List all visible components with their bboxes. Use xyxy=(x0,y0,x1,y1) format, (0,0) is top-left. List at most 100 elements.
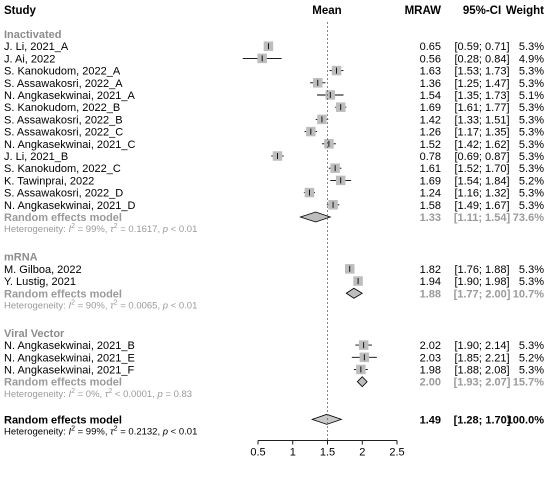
study-label: N. Angkasekwinai, 2021_D xyxy=(4,200,136,212)
weight-value: 5.3% xyxy=(519,264,544,276)
ci-value: [1.93; 2.07] xyxy=(454,377,511,389)
mraw-value: 1.88 xyxy=(420,288,441,300)
weight-value: 5.3% xyxy=(519,114,544,126)
header-study: Study xyxy=(4,5,37,17)
weight-value: 5.3% xyxy=(519,200,544,212)
ci-value: [1.77; 2.00] xyxy=(454,288,511,300)
mraw-value: 1.24 xyxy=(420,188,441,200)
weight-value: 5.3% xyxy=(519,102,544,114)
study-label: N. Angkasekwinai, 2021_B xyxy=(4,340,135,352)
mraw-value: 1.49 xyxy=(420,414,441,426)
weight-value: 5.3% xyxy=(519,41,544,53)
subgroup-heterogeneity: Heterogeneity: I2 = 0%, τ2 < 0.0001, p =… xyxy=(4,388,192,400)
overall-model-label: Random effects model xyxy=(4,414,122,426)
mraw-value: 1.61 xyxy=(420,163,441,175)
ci-value: [1.42; 1.62] xyxy=(454,139,509,151)
mraw-value: 1.69 xyxy=(420,175,441,187)
weight-value: 5.1% xyxy=(519,90,544,102)
weight-value: 100.0% xyxy=(507,414,545,426)
weight-value: 5.2% xyxy=(519,175,544,187)
subgroup-heterogeneity: Heterogeneity: I2 = 99%, τ2 = 0.1617, p … xyxy=(4,223,197,235)
ci-value: [1.88; 2.08] xyxy=(454,365,509,377)
mraw-value: 1.94 xyxy=(420,276,441,288)
subgroup-heterogeneity: Heterogeneity: I2 = 90%, τ2 = 0.0065, p … xyxy=(4,299,197,311)
ci-value: [1.90; 1.98] xyxy=(454,276,509,288)
study-label: K. Tawinprai, 2022 xyxy=(4,175,94,187)
mraw-value: 2.00 xyxy=(420,377,441,389)
study-label: J. Li, 2021_A xyxy=(4,41,69,53)
mraw-value: 0.78 xyxy=(420,151,441,163)
header-ci: 95%-CI xyxy=(463,5,501,17)
ci-value: [1.76; 1.88] xyxy=(454,264,509,276)
mraw-value: 1.58 xyxy=(420,200,441,212)
weight-value: 5.3% xyxy=(519,151,544,163)
mraw-value: 2.02 xyxy=(420,340,441,352)
subgroup-diamond xyxy=(356,376,368,388)
study-label: S. Kanokudom, 2022_A xyxy=(4,66,121,78)
study-label: S. Kanokudom, 2022_B xyxy=(4,102,120,114)
weight-value: 5.2% xyxy=(519,352,544,364)
ci-value: [1.54; 1.84] xyxy=(454,175,509,187)
ci-value: [0.59; 0.71] xyxy=(454,41,509,53)
overall-diamond xyxy=(310,413,343,425)
mraw-value: 1.98 xyxy=(420,365,441,377)
study-label: S. Kanokudom, 2022_C xyxy=(4,163,121,175)
study-label: Y. Lustig, 2021 xyxy=(4,276,76,288)
weight-value: 10.7% xyxy=(513,288,544,300)
ci-value: [1.61; 1.77] xyxy=(454,102,509,114)
ci-value: [1.17; 1.35] xyxy=(454,127,509,139)
study-label: S. Assawakosri, 2022_C xyxy=(4,127,123,139)
header-weight: Weight xyxy=(506,5,544,17)
ci-value: [1.28; 1.70] xyxy=(454,414,511,426)
ci-value: [1.53; 1.73] xyxy=(454,66,509,78)
ci-value: [1.11; 1.54] xyxy=(454,212,511,224)
weight-value: 5.3% xyxy=(519,365,544,377)
ci-value: [1.52; 1.70] xyxy=(454,163,509,175)
study-label: N. Angkasekwinai, 2021_A xyxy=(4,90,136,102)
study-label: N. Angkasekwinai, 2021_E xyxy=(4,352,135,364)
x-tick-label: 0.5 xyxy=(250,447,265,459)
ci-value: [1.25; 1.47] xyxy=(454,78,509,90)
overall-heterogeneity: Heterogeneity: I2 = 99%, τ2 = 0.2132, p … xyxy=(4,426,197,438)
study-label: J. Ai, 2022 xyxy=(4,53,55,65)
ci-value: [1.16; 1.32] xyxy=(454,188,509,200)
weight-value: 73.6% xyxy=(513,212,544,224)
weight-value: 5.3% xyxy=(519,340,544,352)
study-label: N. Angkasekwinai, 2021_F xyxy=(4,365,135,377)
weight-value: 15.7% xyxy=(513,377,544,389)
study-label: N. Angkasekwinai, 2021_C xyxy=(4,139,136,151)
mraw-value: 1.52 xyxy=(420,139,441,151)
study-label: S. Assawakosri, 2022_D xyxy=(4,188,123,200)
weight-value: 5.3% xyxy=(519,163,544,175)
subgroup-model-label: Random effects model xyxy=(4,212,122,224)
mraw-value: 2.03 xyxy=(420,352,441,364)
weight-value: 5.3% xyxy=(519,78,544,90)
subgroup-title: Inactivated xyxy=(4,29,61,41)
mraw-value: 1.33 xyxy=(420,212,441,224)
ci-value: [1.33; 1.51] xyxy=(454,114,509,126)
mraw-value: 1.69 xyxy=(420,102,441,114)
weight-value: 5.3% xyxy=(519,188,544,200)
ci-value: [1.90; 2.14] xyxy=(454,340,509,352)
mraw-value: 1.82 xyxy=(420,264,441,276)
mraw-value: 1.26 xyxy=(420,127,441,139)
x-tick-label: 1.5 xyxy=(320,447,335,459)
subgroup-title: Viral Vector xyxy=(4,328,65,340)
weight-value: 4.9% xyxy=(519,53,544,65)
mraw-value: 0.65 xyxy=(420,41,441,53)
study-label: S. Assawakosri, 2022_A xyxy=(4,78,123,90)
ci-value: [1.85; 2.21] xyxy=(454,352,509,364)
ci-value: [0.69; 0.87] xyxy=(454,151,509,163)
mraw-value: 1.54 xyxy=(420,90,441,102)
mraw-value: 1.42 xyxy=(420,114,441,126)
subgroup-title: mRNA xyxy=(4,252,38,264)
x-tick-label: 2.5 xyxy=(389,447,404,459)
ci-value: [0.28; 0.84] xyxy=(454,53,509,65)
weight-value: 5.3% xyxy=(519,276,544,288)
mraw-value: 1.63 xyxy=(420,66,441,78)
header-mraw: MRAW xyxy=(405,5,442,17)
ci-value: [1.49; 1.67] xyxy=(454,200,509,212)
ci-value: [1.35; 1.73] xyxy=(454,90,509,102)
